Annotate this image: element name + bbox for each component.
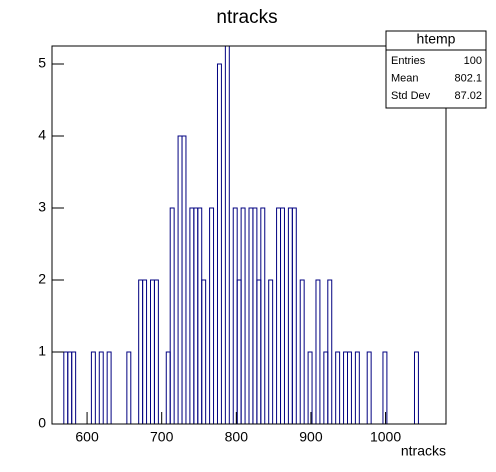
y-tick-label: 1 — [38, 343, 46, 359]
histogram — [63, 46, 419, 424]
bar — [347, 351, 352, 424]
x-tick-label: 600 — [75, 429, 99, 445]
bar — [126, 351, 132, 424]
bar — [98, 351, 104, 424]
stats-value: 100 — [464, 55, 482, 67]
bar — [150, 279, 155, 424]
bar — [287, 207, 293, 424]
bar — [323, 351, 329, 424]
bar — [90, 351, 96, 424]
stats-value: 802.1 — [454, 72, 482, 84]
bar — [252, 207, 258, 424]
bar — [165, 351, 171, 424]
y-tick-label: 4 — [38, 127, 46, 143]
stats-value: 87.02 — [454, 90, 482, 102]
bar — [413, 351, 419, 424]
stats-label: Std Dev — [391, 90, 431, 102]
bar — [189, 207, 195, 424]
y-tick-label: 2 — [38, 271, 46, 287]
x-axis-label: ntracks — [401, 443, 446, 459]
x-tick-label: 800 — [225, 429, 249, 445]
bar — [291, 207, 297, 424]
stats-box: htemp Entries 100 Mean 802.1 Std Dev 87.02 — [385, 30, 487, 109]
bar — [216, 63, 222, 424]
bar — [327, 279, 333, 424]
bar — [209, 207, 215, 424]
stats-label: Entries — [391, 55, 426, 67]
bar — [382, 351, 388, 424]
x-tick-label: 700 — [150, 429, 174, 445]
bar — [142, 279, 148, 424]
bar — [193, 207, 199, 424]
bar — [138, 279, 144, 424]
frame — [51, 45, 447, 425]
bar — [224, 46, 230, 424]
bar — [177, 135, 183, 424]
stats-title: htemp — [417, 31, 456, 47]
stats-label: Mean — [391, 72, 419, 84]
chart-title: ntracks — [216, 7, 277, 28]
y-tick-label: 3 — [38, 199, 46, 215]
bar — [197, 207, 203, 424]
bar — [299, 279, 305, 424]
bar — [71, 351, 77, 424]
bar — [63, 351, 69, 424]
y-tick-label: 5 — [38, 55, 46, 71]
bar — [67, 351, 73, 424]
bar — [343, 351, 348, 424]
bar — [335, 351, 341, 424]
bar — [169, 207, 175, 424]
bar — [236, 279, 242, 424]
x-tick-label: 900 — [299, 429, 323, 445]
bar — [268, 279, 274, 424]
bar — [366, 351, 372, 424]
bar — [280, 207, 285, 424]
bar — [181, 135, 187, 424]
y-tick-label: 0 — [38, 415, 46, 431]
bar — [256, 279, 262, 424]
bar — [315, 279, 321, 424]
stats-frame — [385, 30, 487, 109]
bar — [232, 207, 238, 424]
bar — [276, 207, 282, 424]
bar — [106, 351, 112, 424]
bar — [201, 279, 207, 424]
bar — [248, 207, 254, 424]
bar — [240, 207, 246, 424]
bar — [153, 279, 159, 424]
bar — [260, 207, 266, 424]
x-tick-label: 1000 — [370, 429, 401, 445]
bar — [307, 351, 313, 424]
bar — [354, 351, 360, 424]
